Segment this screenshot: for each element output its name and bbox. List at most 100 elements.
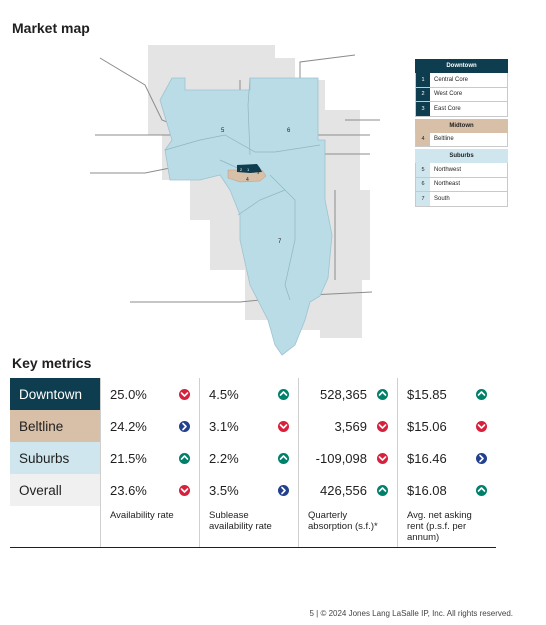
chevron-up-icon — [179, 452, 190, 464]
metrics-value: 426,556 — [320, 482, 367, 498]
zone-label-3: 3 — [257, 170, 260, 175]
legend-item: 3 East Core — [415, 102, 508, 117]
legend-label: West Core — [434, 91, 463, 98]
metrics-value: $16.46 — [407, 450, 447, 466]
metrics-header-absorption: Quarterly absorption (s.f.)* — [298, 506, 397, 547]
map-title: Market map — [12, 20, 90, 36]
chevron-up-icon — [278, 452, 289, 464]
legend-header-midtown: Midtown — [415, 118, 508, 133]
legend-header-suburbs: Suburbs — [415, 149, 508, 163]
metrics-value: 23.6% — [110, 482, 147, 498]
chevron-down-icon — [179, 388, 190, 400]
legend-item: 1 Central Core — [415, 73, 508, 88]
metrics-cell-absorption: 426,556 — [298, 474, 397, 506]
legend-item: 4 Beltline — [415, 132, 508, 147]
metrics-value: 3.5% — [209, 482, 239, 498]
metrics-value: $15.06 — [407, 418, 447, 434]
legend-num: 2 — [416, 87, 430, 101]
metrics-row: Downtown 25.0% 4.5% 528,365 $15.85 — [10, 378, 496, 410]
metrics-cell-rent: $15.85 — [397, 378, 496, 410]
zone-label-4: 4 — [246, 177, 249, 183]
chevron-up-icon — [476, 484, 487, 496]
metrics-cell-sublease: 3.1% — [199, 410, 298, 442]
metrics-row-label: Beltline — [10, 410, 100, 442]
legend-num: 6 — [416, 177, 430, 191]
zone-label-1: 1 — [247, 167, 250, 172]
metrics-header-sublease: Sublease availability rate — [199, 506, 298, 547]
chevron-down-icon — [476, 420, 487, 432]
metrics-row: Overall 23.6% 3.5% 426,556 $16.08 — [10, 474, 496, 506]
chevron-right-icon — [476, 452, 487, 464]
metrics-cell-availability: 25.0% — [100, 378, 199, 410]
chevron-up-icon — [278, 388, 289, 400]
zone-label-6: 6 — [287, 128, 291, 134]
metrics-header-row: Availability rate Sublease availability r… — [10, 506, 496, 548]
metrics-value: 2.2% — [209, 450, 239, 466]
beltline-zone — [227, 169, 267, 183]
metrics-cell-absorption: -109,098 — [298, 442, 397, 474]
legend-num: 1 — [416, 73, 430, 87]
metrics-row-label: Overall — [10, 474, 100, 506]
chevron-up-icon — [377, 484, 388, 496]
chevron-down-icon — [377, 452, 388, 464]
metrics-row-label: Suburbs — [10, 442, 100, 474]
map-legend: Downtown 1 Central Core 2 West Core 3 East … — [415, 59, 508, 207]
metrics-value: 528,365 — [320, 386, 367, 402]
metrics-value: $15.85 — [407, 386, 447, 402]
chevron-up-icon — [377, 388, 388, 400]
legend-label: Central Core — [434, 76, 469, 83]
legend-num: 3 — [416, 102, 430, 116]
legend-item: 6 Northeast — [415, 177, 508, 192]
metrics-header-availability: Availability rate — [100, 506, 199, 547]
zone-label-7: 7 — [278, 239, 282, 245]
metrics-row: Suburbs 21.5% 2.2% -109,098 $16.46 — [10, 442, 496, 474]
metrics-cell-availability: 24.2% — [100, 410, 199, 442]
metrics-cell-sublease: 3.5% — [199, 474, 298, 506]
key-metrics-table: Downtown 25.0% 4.5% 528,365 $15.85 Beltline 24… — [10, 378, 496, 548]
legend-num: 7 — [416, 192, 430, 206]
legend-label: Northeast — [434, 181, 461, 188]
metrics-value: 4.5% — [209, 386, 239, 402]
legend-item: 5 Northwest — [415, 163, 508, 178]
legend-item: 7 South — [415, 192, 508, 207]
legend-num: 5 — [416, 163, 430, 177]
metrics-cell-absorption: 528,365 — [298, 378, 397, 410]
chevron-down-icon — [377, 420, 388, 432]
metrics-value: 21.5% — [110, 450, 147, 466]
chevron-right-icon — [179, 420, 190, 432]
metrics-cell-absorption: 3,569 — [298, 410, 397, 442]
market-map: 5 6 7 4 1 2 3 — [90, 45, 380, 356]
metrics-cell-rent: $15.06 — [397, 410, 496, 442]
metrics-value: -109,098 — [315, 450, 367, 466]
footer: 5 | © 2024 Jones Lang LaSalle IP, Inc. A… — [309, 609, 513, 618]
legend-item: 2 West Core — [415, 87, 508, 102]
zone-label-2: 2 — [240, 167, 243, 172]
chevron-up-icon — [476, 388, 487, 400]
legend-label: Northwest — [434, 166, 462, 173]
metrics-header-blank — [10, 506, 100, 547]
metrics-cell-rent: $16.46 — [397, 442, 496, 474]
suburbs-zone — [159, 77, 333, 356]
legend-label: East Core — [434, 105, 461, 112]
downtown-zone — [237, 164, 262, 173]
chevron-down-icon — [278, 420, 289, 432]
legend-label: South — [434, 195, 450, 202]
chevron-right-icon — [278, 484, 289, 496]
metrics-value: 25.0% — [110, 386, 147, 402]
metrics-title: Key metrics — [12, 355, 92, 371]
metrics-value: 3.1% — [209, 418, 239, 434]
metrics-cell-availability: 23.6% — [100, 474, 199, 506]
metrics-header-rent: Avg. net asking rent (p.s.f. per annum) — [397, 506, 496, 547]
legend-num: 4 — [416, 132, 430, 146]
legend-label: Beltline — [434, 136, 454, 143]
chevron-down-icon — [179, 484, 190, 496]
metrics-cell-availability: 21.5% — [100, 442, 199, 474]
metrics-value: 3,569 — [334, 418, 367, 434]
metrics-value: 24.2% — [110, 418, 147, 434]
metrics-row-label: Downtown — [10, 378, 100, 410]
metrics-cell-sublease: 4.5% — [199, 378, 298, 410]
metrics-row: Beltline 24.2% 3.1% 3,569 $15.06 — [10, 410, 496, 442]
metrics-value: $16.08 — [407, 482, 447, 498]
metrics-cell-sublease: 2.2% — [199, 442, 298, 474]
zone-label-5: 5 — [221, 128, 225, 134]
